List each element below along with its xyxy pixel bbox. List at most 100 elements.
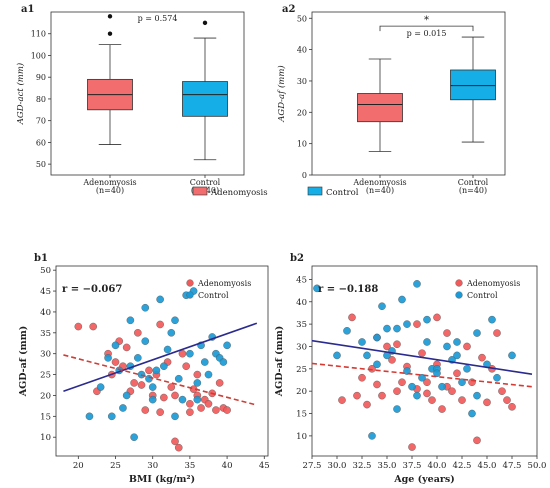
scatter-point — [338, 396, 346, 404]
x-tick-label: 20 — [73, 461, 84, 471]
x-tick-label: 40.0 — [428, 461, 447, 471]
scatter-point — [148, 395, 157, 404]
category-label: Adenomyosis — [352, 178, 406, 187]
scatter-point — [403, 367, 411, 375]
scatter-point — [174, 443, 183, 452]
scatter-point — [89, 322, 97, 331]
scatter-point — [393, 405, 401, 413]
category-n-label: (n=40) — [459, 186, 487, 195]
y-tick-label: 30 — [40, 350, 51, 360]
scatter-point — [186, 408, 194, 416]
panel-label: a2 — [282, 4, 295, 15]
legend-label-control: Control — [198, 291, 229, 300]
scatter-point — [313, 284, 321, 293]
legend-label-adenomyosis: Adenomyosis — [210, 188, 268, 198]
scatter-point — [378, 302, 386, 311]
scatter-point — [193, 379, 202, 387]
category-n-label: (n=40) — [366, 186, 394, 195]
series-adenomyosis — [338, 313, 516, 451]
scatter-point — [458, 396, 466, 404]
scatter-point — [373, 360, 381, 369]
scatter-point — [126, 316, 135, 325]
correlation-label: r = −0.067 — [62, 284, 122, 295]
legend-label-control: Control — [326, 188, 359, 198]
scatter-point — [433, 369, 441, 378]
y-tick-label: 20 — [297, 108, 307, 117]
outlier-point — [107, 14, 113, 19]
scatter-point — [160, 393, 168, 402]
y-tick-label: 80 — [36, 95, 46, 104]
scatter-point — [508, 351, 516, 360]
scatter-point — [182, 362, 190, 371]
y-tick-label: 30 — [296, 342, 307, 352]
box-control — [450, 69, 496, 101]
scatter-point — [104, 354, 112, 362]
scatter-point — [212, 406, 220, 414]
y-tick-label: 35 — [40, 329, 51, 339]
scatter-point — [141, 303, 150, 312]
panel-label: b1 — [34, 253, 48, 264]
y-tick-label: 25 — [296, 365, 307, 375]
scatter-point — [171, 412, 179, 421]
outlier-point — [202, 20, 208, 26]
scatter-point — [358, 373, 366, 382]
scatter-point — [160, 362, 168, 371]
scatter-point — [443, 342, 451, 351]
x-tick-label: 42.5 — [453, 461, 472, 471]
x-tick-label: 30 — [147, 461, 158, 471]
x-axis-label: Age (years) — [393, 474, 454, 485]
scatter-point — [204, 400, 213, 408]
box-legend: Adenomyosis Control — [192, 186, 359, 198]
scatter-point — [130, 379, 138, 387]
scatter-point — [223, 406, 231, 414]
scatter-point — [178, 395, 187, 404]
x-tick-label: 50.0 — [528, 461, 547, 471]
scatter-point — [398, 378, 406, 387]
points-layer — [63, 287, 258, 452]
legend-label-adenomyosis: Adenomyosis — [466, 279, 520, 288]
scatter-point — [122, 391, 131, 400]
scatter-point — [167, 383, 176, 391]
scatter-point — [413, 280, 421, 288]
scatter-point — [219, 358, 228, 366]
scatter-point — [200, 358, 209, 366]
panel-label: b2 — [290, 253, 304, 264]
scatter-point — [193, 395, 202, 404]
y-tick-label: 10 — [297, 140, 307, 149]
legend-marker-adenomyosis — [186, 279, 194, 287]
legend-marker-adenomyosis — [455, 279, 463, 287]
scatter-point — [493, 373, 501, 382]
scatter-point — [111, 341, 120, 350]
scatter-point — [423, 378, 431, 387]
x-tick-label: 25 — [110, 461, 121, 471]
scatter-point — [423, 315, 431, 324]
scatter-point — [130, 433, 138, 442]
scatter-point — [473, 391, 481, 400]
scatter-point — [473, 436, 481, 445]
scatter-point — [428, 396, 436, 404]
scatter-point — [96, 383, 105, 391]
scatter-point — [74, 322, 83, 331]
panel-label: a1 — [21, 4, 34, 15]
significance-bracket — [379, 25, 474, 32]
scatter-point — [423, 338, 431, 346]
x-tick-label: 35.0 — [378, 461, 397, 471]
scatter-point — [468, 409, 476, 418]
scatter-point — [223, 341, 231, 350]
scatter-point — [448, 387, 456, 395]
scatter-point — [383, 342, 391, 351]
trend-line-control — [63, 322, 258, 393]
scatter-point — [171, 316, 179, 325]
p-value-label: p = 0.574 — [138, 14, 178, 23]
trend-line-control — [312, 339, 533, 375]
trend-line-adenomyosis — [63, 354, 258, 406]
category-label: Control — [190, 178, 221, 187]
scatter-point — [488, 315, 496, 324]
scatter-point — [145, 366, 153, 375]
scatter-point — [463, 342, 471, 351]
scatter-point — [363, 400, 371, 409]
x-tick-label: 37.5 — [403, 461, 422, 471]
y-tick-label: 20 — [296, 387, 307, 397]
scatter-point — [333, 351, 341, 360]
scatter-point — [368, 432, 376, 440]
